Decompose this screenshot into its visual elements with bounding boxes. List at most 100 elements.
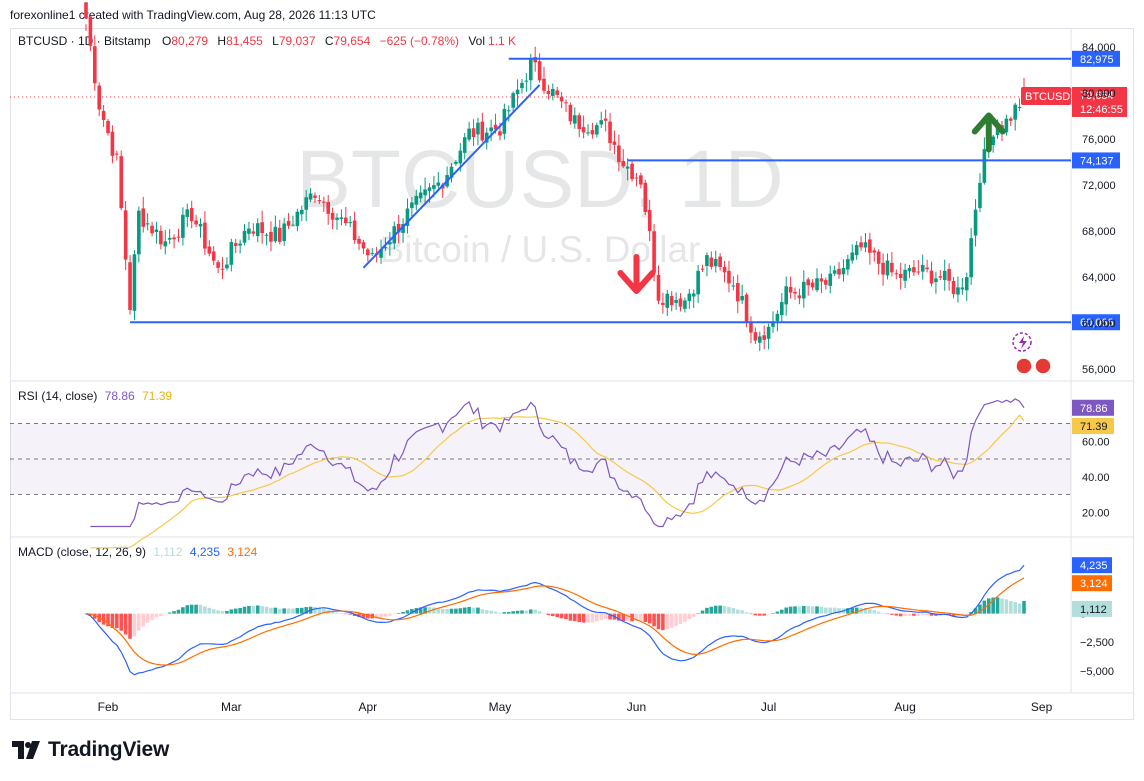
candle-body[interactable] bbox=[766, 326, 771, 339]
macd-histogram-bar[interactable] bbox=[150, 613, 154, 621]
macd-histogram-bar[interactable] bbox=[806, 606, 811, 614]
level-price-tag[interactable] bbox=[1072, 50, 1120, 67]
candle-body[interactable] bbox=[388, 241, 392, 245]
candle-body[interactable] bbox=[401, 223, 405, 233]
macd-histogram-bar[interactable] bbox=[590, 613, 595, 623]
candle-body[interactable] bbox=[564, 102, 568, 104]
candle-body[interactable] bbox=[454, 161, 458, 164]
candle-body[interactable] bbox=[603, 118, 608, 121]
macd-histogram-bar[interactable] bbox=[810, 606, 815, 614]
macd-histogram-bar[interactable] bbox=[132, 613, 137, 637]
macd-histogram-bar[interactable] bbox=[489, 610, 493, 614]
macd-histogram-bar[interactable] bbox=[595, 613, 599, 622]
rsi-line[interactable] bbox=[90, 398, 1025, 528]
macd-histogram-bar[interactable] bbox=[141, 613, 146, 627]
macd-histogram-bar[interactable] bbox=[498, 612, 502, 614]
macd-histogram-bar[interactable] bbox=[762, 613, 766, 616]
macd-histogram-bar[interactable] bbox=[515, 610, 520, 614]
candle-body[interactable] bbox=[379, 249, 383, 258]
macd-histogram-bar[interactable] bbox=[379, 613, 383, 618]
macd-histogram-bar[interactable] bbox=[211, 609, 216, 614]
macd-histogram-bar[interactable] bbox=[471, 607, 476, 614]
macd-histogram-bar[interactable] bbox=[872, 610, 877, 614]
level-price-tag[interactable] bbox=[1072, 314, 1120, 331]
macd-histogram-bar[interactable] bbox=[555, 613, 560, 618]
macd-histogram-bar[interactable] bbox=[123, 613, 128, 635]
macd-histogram-bar[interactable] bbox=[119, 613, 124, 631]
macd-histogram-bar[interactable] bbox=[163, 613, 168, 615]
macd-histogram-bar[interactable] bbox=[982, 600, 987, 614]
candle-body[interactable] bbox=[154, 229, 159, 233]
candle-body[interactable] bbox=[815, 278, 819, 291]
macd-histogram-bar[interactable] bbox=[330, 611, 335, 614]
macd-histogram-bar[interactable] bbox=[568, 613, 573, 621]
candle-body[interactable] bbox=[555, 90, 560, 95]
candle-body[interactable] bbox=[863, 242, 868, 248]
candle-body[interactable] bbox=[995, 127, 1000, 136]
candle-body[interactable] bbox=[524, 80, 529, 82]
arrow-up-icon[interactable] bbox=[971, 112, 1006, 153]
candle-body[interactable] bbox=[630, 163, 634, 180]
candle-body[interactable] bbox=[652, 231, 656, 273]
candle-body[interactable] bbox=[700, 268, 705, 270]
candle-body[interactable] bbox=[912, 267, 916, 273]
macd-histogram-bar[interactable] bbox=[304, 607, 308, 614]
macd-histogram-bar[interactable] bbox=[744, 612, 749, 614]
macd-histogram-bar[interactable] bbox=[824, 607, 828, 614]
macd-histogram-bar[interactable] bbox=[423, 607, 427, 614]
level-price-tag[interactable] bbox=[1072, 152, 1120, 169]
macd-histogram-bar[interactable] bbox=[291, 608, 295, 614]
candle-body[interactable] bbox=[137, 210, 141, 255]
macd-histogram-bar[interactable] bbox=[995, 597, 1000, 614]
macd-histogram-bar[interactable] bbox=[709, 606, 714, 614]
macd-histogram-bar[interactable] bbox=[313, 607, 317, 614]
macd-histogram-bar[interactable] bbox=[978, 604, 982, 614]
macd-histogram-bar[interactable] bbox=[493, 611, 498, 614]
macd-histogram-bar[interactable] bbox=[93, 613, 97, 619]
macd-histogram-bar[interactable] bbox=[418, 607, 423, 614]
macd-histogram-bar[interactable] bbox=[846, 608, 850, 614]
candle-body[interactable] bbox=[599, 120, 604, 125]
candle-body[interactable] bbox=[956, 287, 960, 295]
candle-body[interactable] bbox=[793, 291, 797, 294]
candle-body[interactable] bbox=[925, 267, 929, 270]
macd-histogram-bar[interactable] bbox=[299, 607, 304, 614]
candle-body[interactable] bbox=[678, 298, 683, 307]
candle-body[interactable] bbox=[634, 177, 639, 179]
macd-histogram-bar[interactable] bbox=[550, 613, 555, 617]
macd-histogram-bar[interactable] bbox=[198, 604, 203, 614]
candle-body[interactable] bbox=[357, 238, 361, 244]
macd-histogram-bar[interactable] bbox=[533, 609, 537, 614]
candle-body[interactable] bbox=[744, 294, 749, 322]
candle-body[interactable] bbox=[427, 187, 432, 191]
macd-histogram-bar[interactable] bbox=[916, 613, 921, 616]
macd-histogram-bar[interactable] bbox=[753, 613, 758, 616]
macd-histogram-bar[interactable] bbox=[440, 608, 445, 614]
macd-histogram-bar[interactable] bbox=[771, 613, 775, 614]
macd-histogram-bar[interactable] bbox=[661, 613, 665, 631]
candle-body[interactable] bbox=[757, 336, 762, 343]
macd-histogram-bar[interactable] bbox=[445, 608, 449, 614]
candle-body[interactable] bbox=[528, 58, 533, 81]
candle-body[interactable] bbox=[881, 262, 885, 275]
macd-histogram-bar[interactable] bbox=[581, 613, 586, 623]
macd-histogram-bar[interactable] bbox=[894, 613, 899, 616]
macd-histogram-bar[interactable] bbox=[639, 613, 643, 621]
macd-histogram-bar[interactable] bbox=[194, 604, 198, 614]
candle-body[interactable] bbox=[418, 192, 423, 199]
macd-histogram-bar[interactable] bbox=[317, 607, 322, 614]
trendline[interactable] bbox=[362, 84, 541, 269]
macd-histogram-bar[interactable] bbox=[172, 611, 176, 614]
macd-histogram-bar[interactable] bbox=[467, 606, 471, 614]
macd-histogram-bar[interactable] bbox=[1022, 600, 1026, 614]
candle-body[interactable] bbox=[828, 273, 833, 286]
candle-body[interactable] bbox=[696, 270, 700, 295]
candle-body[interactable] bbox=[352, 220, 357, 241]
macd-histogram-bar[interactable] bbox=[779, 609, 784, 614]
candle-body[interactable] bbox=[480, 121, 485, 141]
candle-body[interactable] bbox=[282, 223, 286, 242]
candle-body[interactable] bbox=[467, 128, 471, 140]
candle-body[interactable] bbox=[176, 236, 181, 238]
candle-body[interactable] bbox=[669, 295, 674, 306]
macd-histogram-bar[interactable] bbox=[524, 610, 529, 614]
